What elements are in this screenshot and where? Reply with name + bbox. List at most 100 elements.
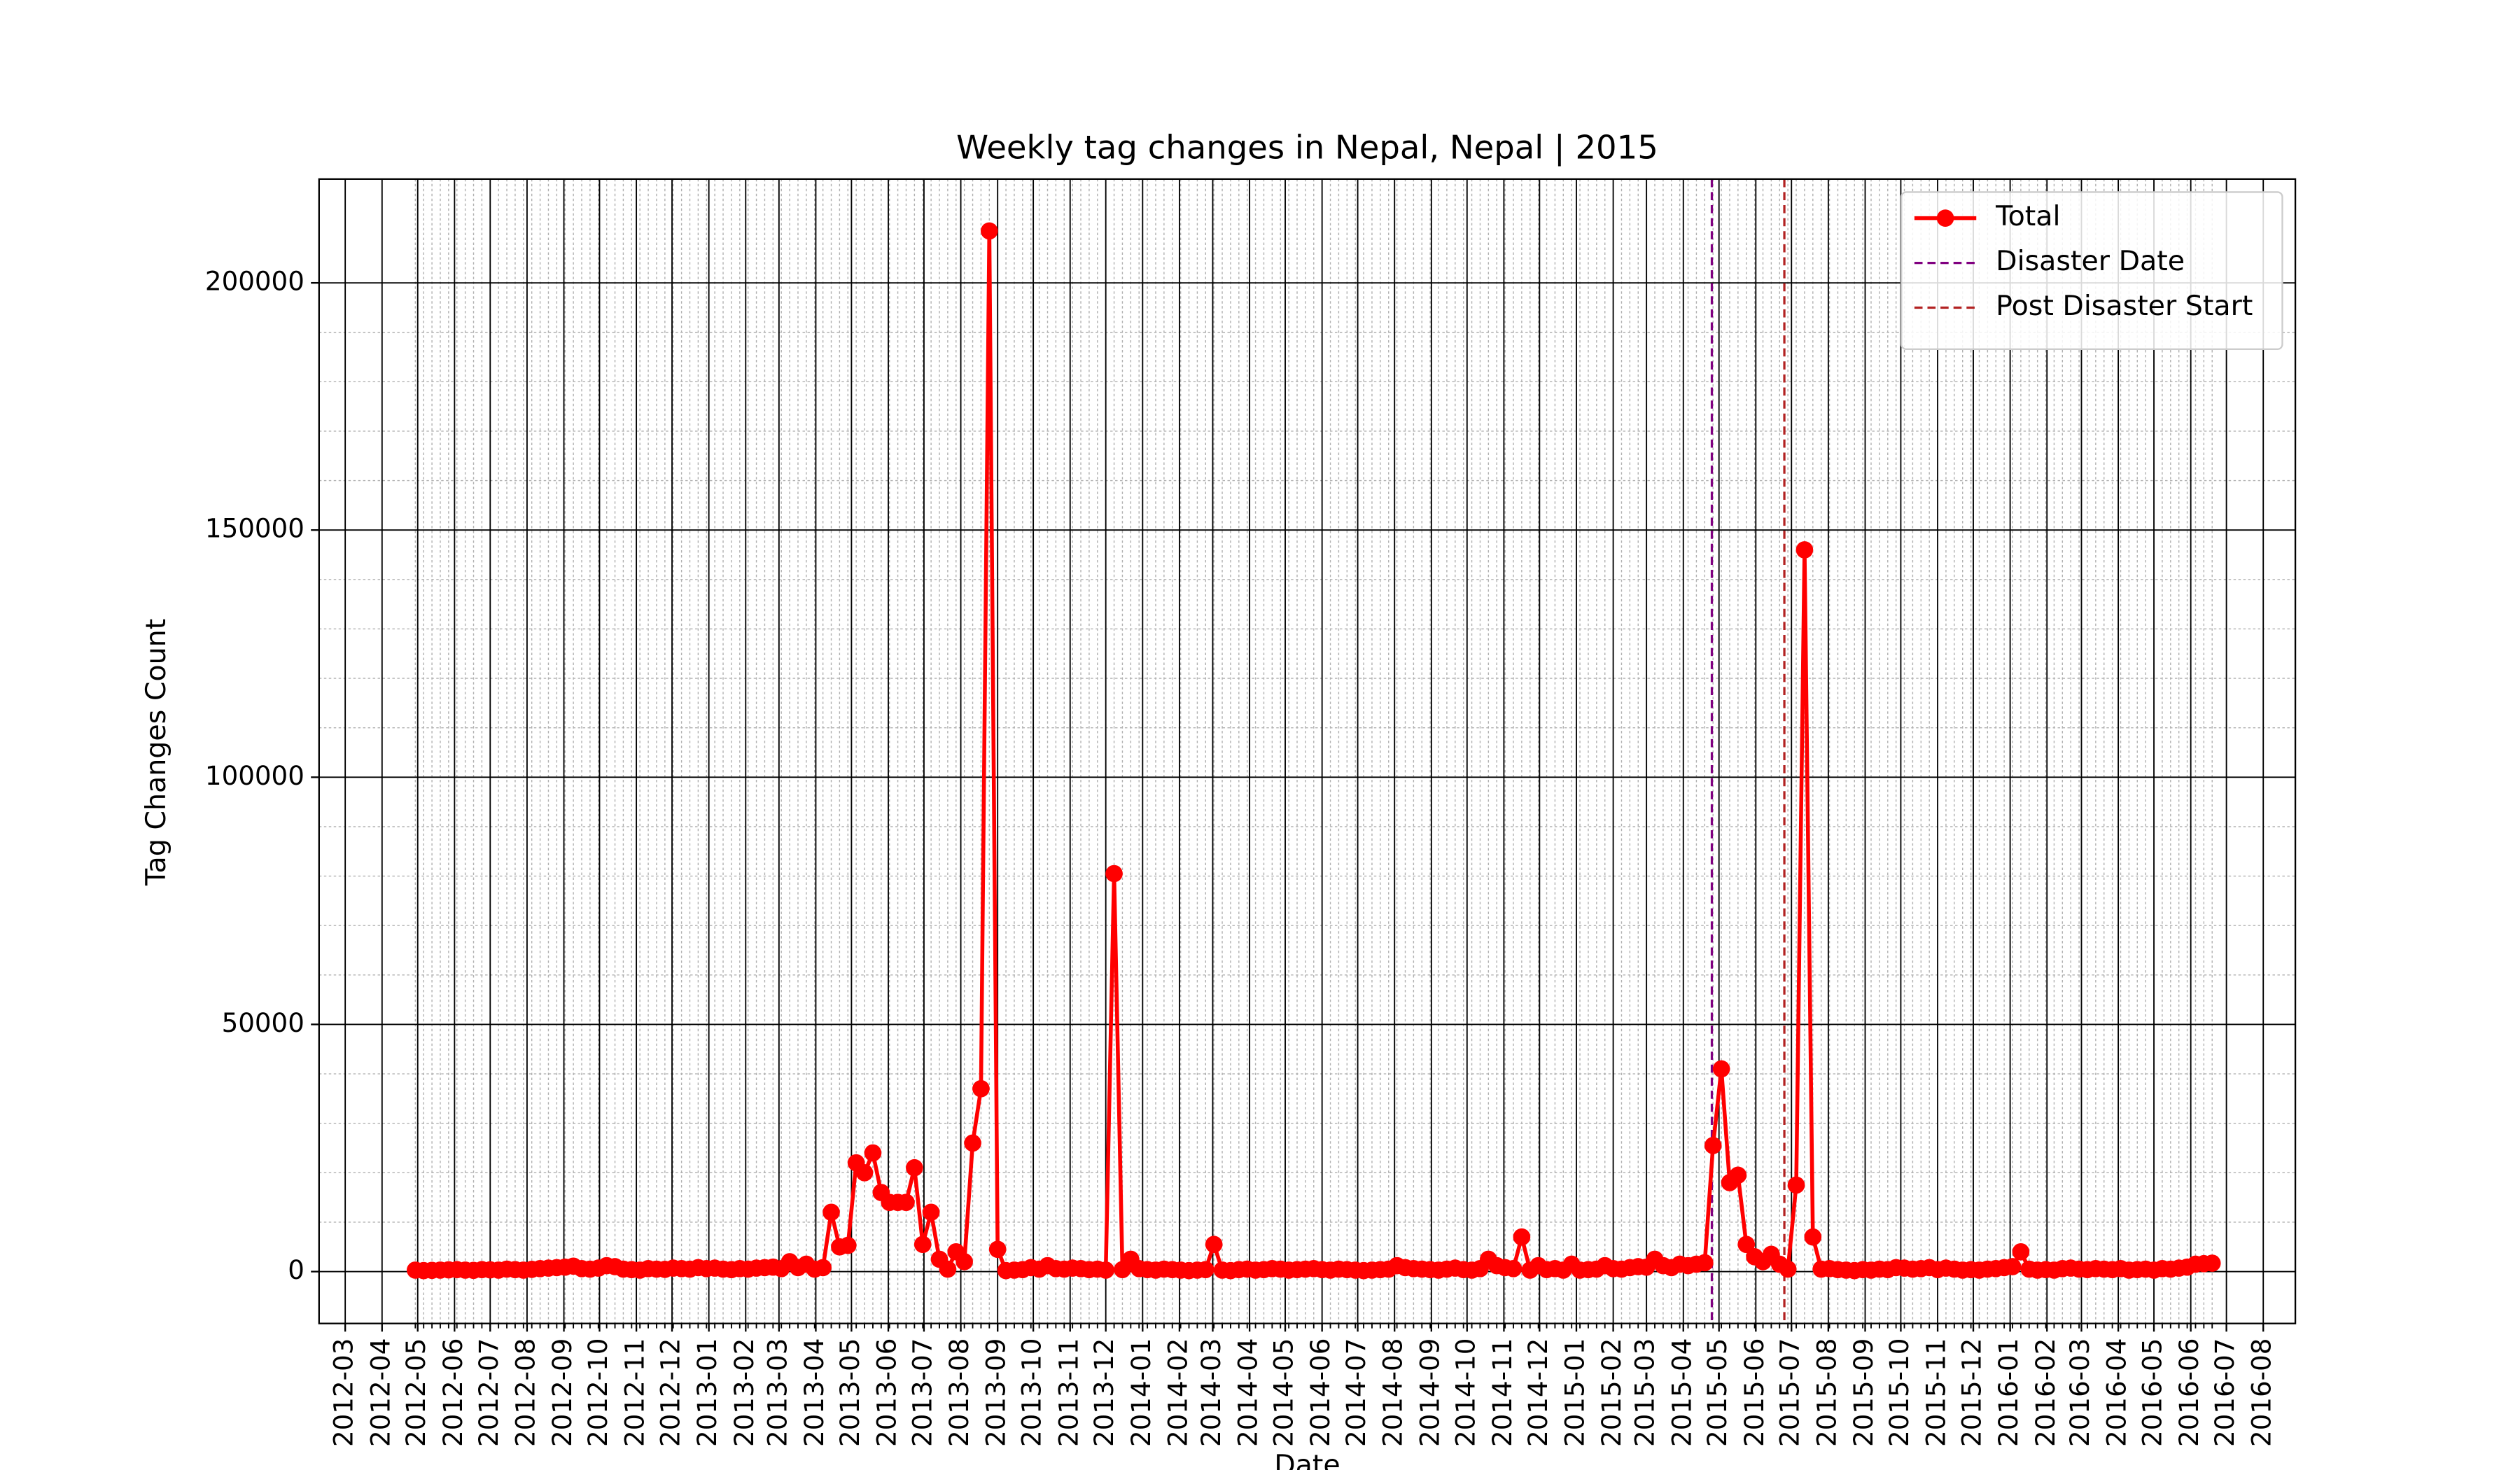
data-point [2003,1258,2022,1275]
x-tick-label: 2014-04 [1233,1338,1264,1447]
x-tick-label: 2016-08 [2246,1338,2277,1447]
data-point [2203,1254,2221,1272]
data-point [1695,1254,1714,1272]
x-tick-label: 2015-07 [1774,1338,1805,1447]
data-point [955,1253,973,1270]
x-tick-label: 2013-11 [1053,1338,1084,1447]
x-tick-label: 2013-07 [906,1338,937,1447]
y-tick-label: 0 [288,1254,304,1285]
data-point [814,1259,832,1277]
x-tick-label: 2015-09 [1848,1338,1879,1447]
x-tick-label: 2012-05 [400,1338,431,1447]
legend: Total Disaster Date Post Disaster Start [1900,191,2283,351]
x-tick-label: 2013-09 [981,1338,1011,1447]
data-point [839,1236,857,1254]
x-tick-label: 2015-05 [1702,1338,1732,1447]
x-tick-label: 2016-07 [2209,1338,2240,1447]
chart-title: Weekly tag changes in Nepal, Nepal | 201… [956,128,1658,167]
plot-frame [318,178,2297,1324]
x-tick-label: 2015-02 [1596,1338,1627,1447]
x-tick-label: 2015-08 [1811,1338,1842,1447]
legend-label: Disaster Date [1996,245,2185,277]
grid [318,178,2296,1324]
data-point [1795,541,1814,559]
x-tick-label: 2016-03 [2064,1338,2095,1447]
data-point [1712,1060,1730,1078]
x-tick-label: 2016-06 [2174,1338,2204,1447]
data-point [913,1236,932,1254]
x-tick-label: 2014-06 [1305,1338,1336,1447]
x-tick-label: 2016-04 [2101,1338,2132,1447]
x-tick-label: 2013-01 [692,1338,722,1447]
x-tick-label: 2014-01 [1126,1338,1156,1447]
x-tick-label: 2012-12 [655,1338,686,1447]
data-point [864,1144,882,1162]
data-point [1779,1260,1797,1278]
y-tick-label: 200000 [205,266,304,297]
x-tick-label: 2014-10 [1450,1338,1480,1447]
data-point [1729,1166,1747,1184]
x-tick-label: 2013-03 [762,1338,792,1447]
x-tick-label: 2012-06 [438,1338,468,1447]
data-point [1704,1137,1722,1154]
data-point [2012,1242,2030,1261]
x-tick-label: 2015-10 [1884,1338,1914,1447]
x-tick-label: 2013-06 [872,1338,902,1447]
data-point [922,1203,940,1222]
legend-marker [1936,209,1954,227]
x-tick-label: 2016-01 [1993,1338,2024,1447]
x-tick-label: 2014-09 [1414,1338,1445,1447]
x-tick-label: 2015-04 [1666,1338,1697,1447]
data-point [1196,1261,1214,1279]
data-point [1097,1261,1115,1279]
x-tick-label: 2015-06 [1739,1338,1770,1447]
legend-label: Total [1995,200,2060,232]
x-tick-label: 2012-10 [582,1338,613,1447]
x-tick-label: 2013-10 [1016,1338,1047,1447]
x-tick-label: 2014-05 [1268,1338,1299,1447]
x-tick-label: 2015-12 [1956,1338,1987,1447]
x-tick-label: 2013-05 [834,1338,865,1447]
data-point [897,1194,915,1212]
data-point [822,1203,840,1222]
x-tick-label: 2012-04 [365,1338,396,1447]
x-tick-label: 2012-09 [547,1338,578,1447]
legend-box [1900,191,2283,351]
x-tick-label: 2014-02 [1162,1338,1193,1447]
x-tick-label: 2014-11 [1487,1338,1518,1447]
data-point [972,1079,990,1098]
x-tick-label: 2014-07 [1340,1338,1371,1447]
x-tick-label: 2014-12 [1522,1338,1553,1447]
data-point [988,1240,1007,1259]
x-tick-label: 2015-11 [1921,1338,1952,1447]
x-tick-label: 2014-03 [1196,1338,1226,1447]
data-point [980,222,998,240]
x-axis-label: Date [1274,1449,1340,1470]
legend-label: Post Disaster Start [1996,290,2253,322]
data-point [855,1163,874,1182]
x-tick-label: 2016-02 [2030,1338,2061,1447]
data-point [906,1158,923,1177]
plot-area [407,178,2221,1324]
data-point [1105,864,1123,883]
data-point [1737,1236,1756,1254]
data-point [964,1134,981,1152]
data-point [939,1260,957,1278]
data-point [1205,1236,1223,1254]
data-point [1804,1228,1822,1246]
y-axis-label: Tag Changes Count [140,619,172,886]
x-tick-label: 2014-08 [1378,1338,1408,1447]
x-tick-label: 2013-12 [1088,1338,1119,1447]
data-point [1787,1176,1805,1194]
x-tick-label: 2015-01 [1559,1338,1590,1447]
x-tick-label: 2015-03 [1630,1338,1660,1447]
x-tick-label: 2012-07 [473,1338,504,1447]
y-tick-label: 150000 [205,513,304,544]
x-tick-label: 2013-02 [729,1338,760,1447]
data-point [1513,1228,1531,1246]
data-point [1504,1259,1522,1278]
x-tick-label: 2013-08 [944,1338,974,1447]
